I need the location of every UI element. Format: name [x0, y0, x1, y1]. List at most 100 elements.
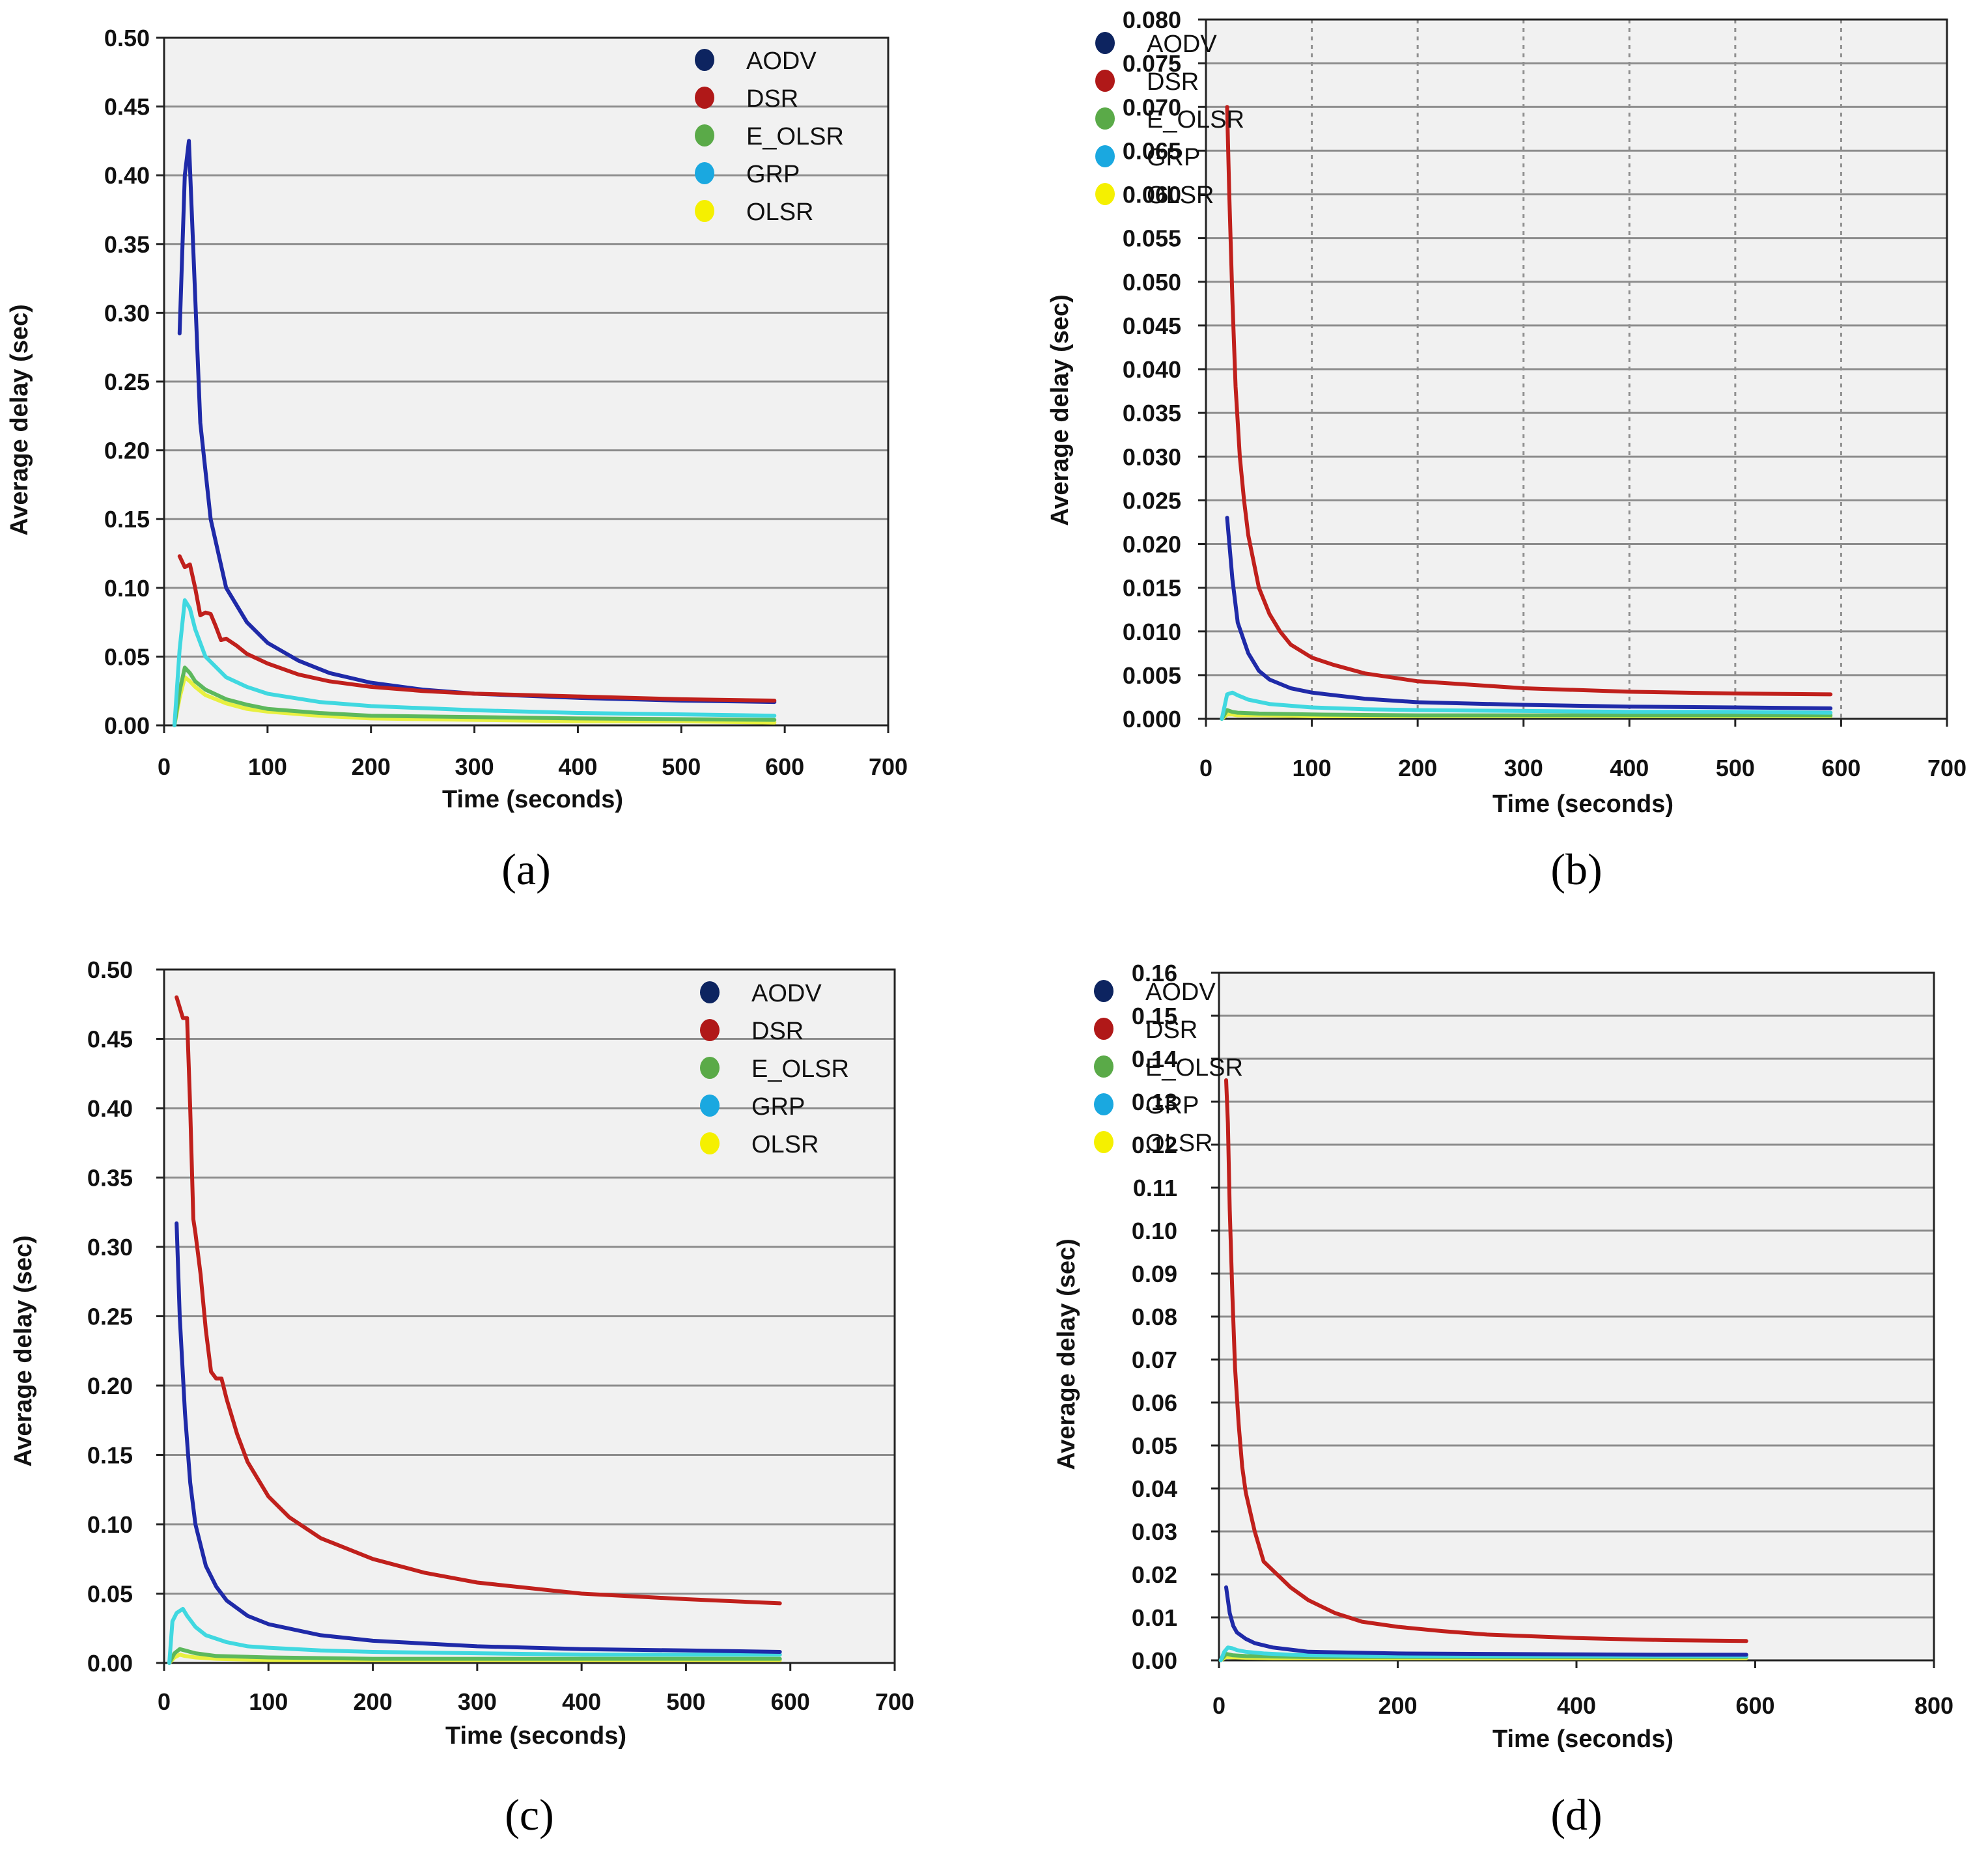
y-tick-label: 0.080 [1123, 7, 1181, 33]
legend-marker-e-olsr [1094, 1055, 1113, 1078]
legend-label-e-olsr: E_OLSR [1147, 106, 1244, 133]
x-tick-label: 500 [1716, 755, 1755, 781]
x-tick-label: 0 [158, 1688, 171, 1715]
y-tick-label: 0.10 [104, 575, 150, 602]
y-tick-label: 0.00 [104, 712, 150, 739]
legend-label-dsr: DSR [751, 1018, 804, 1045]
y-axis-label: Average delay (sec) [1046, 294, 1074, 526]
y-tick-label: 0.20 [87, 1373, 133, 1399]
y-axis-label: Average delay (sec) [10, 1235, 37, 1467]
legend-label-olsr: OLSR [1147, 182, 1214, 209]
x-tick-label: 200 [1398, 755, 1437, 781]
y-tick-label: 0.25 [87, 1304, 133, 1330]
legend-label-grp: GRP [1145, 1092, 1199, 1119]
y-tick-label: 0.05 [1132, 1432, 1177, 1459]
x-tick-label: 800 [1914, 1692, 1953, 1719]
panel-label: (d) [1550, 1790, 1602, 1839]
legend-marker-grp [700, 1095, 720, 1117]
x-tick-label: 700 [875, 1688, 914, 1715]
legend-marker-aodv [1094, 980, 1113, 1002]
legend-marker-dsr [695, 87, 714, 109]
y-tick-label: 0.03 [1132, 1518, 1177, 1545]
legend-marker-olsr [700, 1132, 720, 1154]
x-axis-label: Time (seconds) [442, 786, 623, 813]
x-tick-label: 700 [869, 753, 908, 780]
legend-marker-olsr [1094, 1131, 1113, 1153]
x-tick-label: 700 [1927, 755, 1967, 781]
x-tick-label: 500 [666, 1688, 705, 1715]
x-tick-label: 400 [558, 753, 597, 780]
y-tick-label: 0.06 [1132, 1389, 1177, 1416]
y-tick-label: 0.10 [87, 1511, 133, 1538]
y-tick-label: 0.35 [104, 231, 150, 258]
legend-label-aodv: AODV [746, 48, 817, 75]
y-tick-label: 0.035 [1123, 400, 1181, 426]
x-tick-label: 200 [352, 753, 391, 780]
legend-label-grp: GRP [1147, 144, 1200, 171]
legend-label-e-olsr: E_OLSR [751, 1055, 849, 1083]
y-tick-label: 0.40 [104, 162, 150, 189]
figure: 0.000.050.100.150.200.250.300.350.400.45… [0, 0, 1988, 1857]
y-tick-label: 0.020 [1123, 531, 1181, 558]
y-tick-label: 0.030 [1123, 443, 1181, 470]
legend-marker-e-olsr [700, 1057, 720, 1079]
legend-label-olsr: OLSR [1145, 1130, 1212, 1157]
x-tick-label: 600 [1821, 755, 1860, 781]
x-tick-label: 600 [765, 753, 804, 780]
x-tick-label: 600 [771, 1688, 810, 1715]
legend-label-grp: GRP [746, 161, 800, 188]
legend-marker-grp [695, 162, 714, 184]
y-tick-label: 0.00 [87, 1650, 133, 1677]
legend-label-olsr: OLSR [751, 1131, 819, 1158]
y-tick-label: 0.30 [87, 1234, 133, 1261]
y-tick-label: 0.015 [1123, 575, 1181, 602]
y-axis-label: Average delay (sec) [1053, 1238, 1080, 1470]
y-tick-label: 0.35 [87, 1165, 133, 1192]
x-axis-label: Time (seconds) [1492, 1725, 1673, 1753]
legend-marker-grp [1095, 145, 1115, 167]
x-tick-label: 300 [455, 753, 494, 780]
x-axis-label: Time (seconds) [1492, 790, 1673, 818]
y-tick-label: 0.40 [87, 1095, 133, 1122]
y-tick-label: 0.08 [1132, 1304, 1177, 1330]
legend-label-dsr: DSR [1147, 68, 1199, 96]
y-axis-label: Average delay (sec) [6, 304, 33, 536]
legend-marker-e-olsr [695, 124, 714, 147]
x-tick-label: 500 [662, 753, 701, 780]
y-tick-label: 0.09 [1132, 1261, 1177, 1287]
y-tick-label: 0.50 [87, 956, 133, 983]
x-tick-label: 100 [248, 753, 287, 780]
legend-label-aodv: AODV [751, 980, 822, 1007]
x-tick-label: 300 [1504, 755, 1543, 781]
y-tick-label: 0.00 [1132, 1647, 1177, 1674]
x-tick-label: 0 [1212, 1692, 1225, 1719]
x-tick-label: 200 [1378, 1692, 1417, 1719]
y-tick-label: 0.25 [104, 369, 150, 395]
legend-marker-grp [1094, 1093, 1113, 1115]
x-tick-label: 100 [249, 1688, 288, 1715]
x-tick-label: 100 [1293, 755, 1332, 781]
legend-label-olsr: OLSR [746, 199, 813, 226]
y-tick-label: 0.15 [87, 1442, 133, 1469]
y-tick-label: 0.000 [1123, 706, 1181, 733]
legend-label-aodv: AODV [1145, 979, 1216, 1006]
x-tick-label: 0 [1199, 755, 1212, 781]
legend-label-dsr: DSR [746, 85, 798, 113]
legend-marker-aodv [700, 981, 720, 1003]
x-tick-label: 600 [1735, 1692, 1774, 1719]
y-tick-label: 0.040 [1123, 356, 1181, 383]
x-tick-label: 300 [458, 1688, 497, 1715]
legend-marker-aodv [695, 49, 714, 71]
legend-marker-aodv [1095, 32, 1115, 54]
y-tick-label: 0.055 [1123, 225, 1181, 252]
y-tick-label: 0.15 [104, 506, 150, 533]
y-tick-label: 0.11 [1133, 1175, 1177, 1201]
y-tick-label: 0.045 [1123, 313, 1181, 339]
x-tick-label: 0 [158, 753, 171, 780]
y-tick-label: 0.010 [1123, 619, 1181, 645]
y-tick-label: 0.050 [1123, 269, 1181, 296]
y-tick-label: 0.05 [104, 643, 150, 670]
legend-label-grp: GRP [751, 1093, 805, 1121]
legend-marker-dsr [1094, 1018, 1113, 1040]
legend-label-e-olsr: E_OLSR [1145, 1054, 1243, 1082]
